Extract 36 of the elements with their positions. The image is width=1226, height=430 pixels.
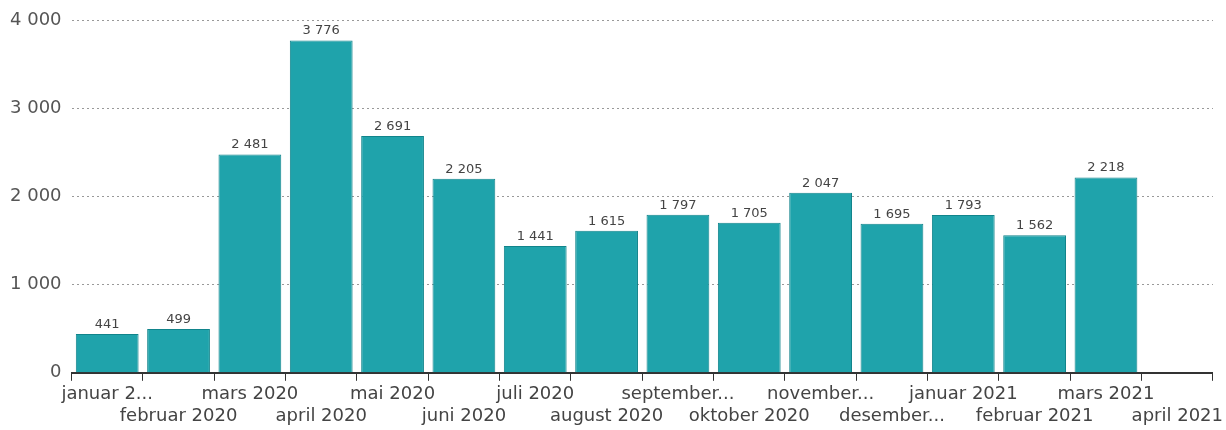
- data-label: 2 205: [445, 160, 483, 176]
- y-tick-label: 0: [50, 360, 62, 382]
- x-tick-label: august 2020: [549, 403, 664, 425]
- x-tick-label: januar 2021: [907, 382, 1018, 404]
- data-label: 2 047: [801, 174, 840, 190]
- y-tick-label: 4 000: [10, 8, 62, 30]
- data-label: 1 695: [873, 205, 911, 221]
- x-tick-label: mars 2021: [1057, 382, 1155, 404]
- x-tick-label: april 2021: [1131, 403, 1223, 425]
- x-tick-label: oktober 2020: [688, 403, 810, 425]
- x-tick-label: mai 2020: [350, 382, 436, 404]
- y-tick-label: 1 000: [10, 272, 62, 294]
- x-tick-label: mars 2020: [201, 382, 299, 404]
- data-label: 441: [94, 315, 120, 331]
- data-label: 1 615: [587, 212, 626, 228]
- data-label: 1 797: [659, 196, 697, 212]
- y-tick-label: 3 000: [10, 96, 62, 118]
- data-label: 1 705: [730, 204, 768, 220]
- data-label: 3 776: [302, 22, 340, 38]
- data-label: 2 218: [1087, 159, 1125, 175]
- x-tick-label: desember...: [838, 403, 945, 425]
- data-label: 1 441: [516, 227, 554, 243]
- x-tick-label: februar 2021: [975, 403, 1094, 425]
- x-tick-label: april 2020: [275, 403, 367, 425]
- x-tick-label: januar 2...: [60, 382, 154, 404]
- x-tick-label: juli 2020: [495, 382, 575, 404]
- data-label: 499: [166, 310, 191, 326]
- data-label: 2 691: [373, 117, 412, 133]
- x-tick-label: september...: [621, 382, 735, 404]
- x-tick-label: november...: [767, 382, 875, 404]
- data-label: 2 481: [231, 136, 269, 152]
- y-tick-label: 2 000: [10, 184, 62, 206]
- data-label: 1 562: [1016, 217, 1054, 233]
- x-tick-label: februar 2020: [119, 403, 238, 425]
- x-tick-label: juni 2020: [420, 403, 507, 425]
- data-label: 1 793: [944, 196, 982, 212]
